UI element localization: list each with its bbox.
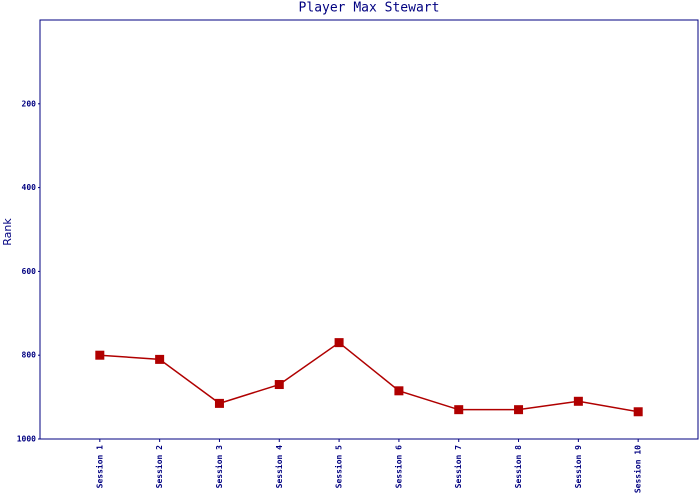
line [99, 341, 639, 413]
x-tick-label: Session 5 [334, 445, 344, 489]
marker [95, 350, 105, 360]
x-tick-label: Session 3 [214, 445, 224, 489]
x-tick-label: Session 1 [94, 445, 104, 489]
plot-frame [39, 19, 699, 440]
marker [514, 405, 524, 415]
marker [394, 386, 404, 396]
x-tick-label: Session 9 [573, 445, 583, 489]
y-tick-label: 1000 [17, 435, 36, 444]
y-tick-label: 800 [22, 351, 37, 360]
marker [214, 398, 224, 408]
y-axis-label: Rank [1, 218, 14, 246]
marker [334, 338, 344, 348]
x-tick-label: Session 8 [513, 445, 523, 489]
chart-title: Player Max Stewart [299, 1, 440, 16]
x-tick-label: Session 4 [274, 445, 284, 489]
marker [573, 396, 583, 406]
x-tick-label: Session 6 [393, 445, 403, 489]
y-tick-label: 200 [22, 99, 37, 108]
x-tick-label: Session 2 [154, 445, 164, 489]
marker [454, 405, 464, 415]
marker [155, 354, 165, 364]
x-tick-label: Session 10 [633, 445, 643, 493]
y-tick-label: 600 [22, 267, 37, 276]
marker [633, 407, 643, 417]
marker [274, 380, 284, 390]
y-tick-label: 400 [22, 183, 37, 192]
x-tick-label: Session 7 [453, 445, 463, 489]
